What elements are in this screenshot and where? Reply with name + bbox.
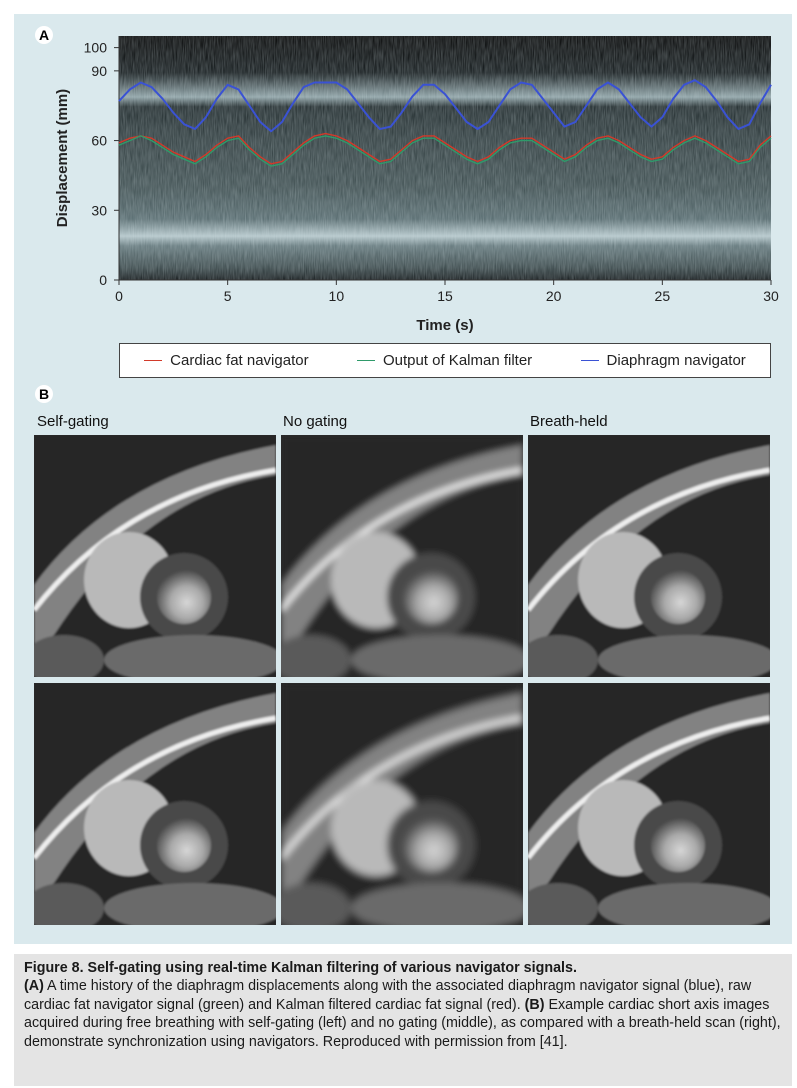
plot-background — [119, 36, 771, 280]
panel-a-label: A — [35, 26, 53, 44]
mri-image-self-gating-2 — [34, 683, 276, 925]
mri-picture — [281, 683, 523, 925]
column-label-no-gating: No gating — [283, 413, 348, 430]
mri-picture — [281, 435, 523, 677]
legend-item-cardiac-fat: Cardiac fat navigator — [144, 352, 309, 369]
legend-swatch-blue — [580, 360, 599, 361]
caption-b-text: Example cardiac short axis images acquir… — [24, 996, 781, 1050]
x-tick-label: 0 — [115, 288, 123, 304]
mri-picture — [34, 683, 276, 925]
caption-b-label: (B) — [524, 996, 545, 1013]
panel-b-label: B — [35, 385, 53, 403]
legend-item-diaphragm: Diaphragm navigator — [580, 352, 746, 369]
y-tick-label: 30 — [91, 202, 107, 218]
x-tick-label: 30 — [763, 288, 779, 304]
y-tick-label: 100 — [84, 40, 108, 56]
mri-image-no-gating-2 — [281, 683, 523, 925]
mri-image-breath-held-1 — [528, 435, 770, 677]
y-tick-label: 0 — [99, 272, 107, 288]
y-axis-title: Displacement (mm) — [54, 89, 71, 227]
y-tick-label: 60 — [91, 133, 107, 149]
legend-item-kalman: Output of Kalman filter — [356, 352, 533, 369]
chart-legend: Cardiac fat navigator Output of Kalman f… — [119, 343, 771, 378]
x-tick-label: 15 — [437, 288, 453, 304]
x-axis-title: Time (s) — [416, 317, 473, 334]
mri-picture — [34, 435, 276, 677]
x-tick-label: 20 — [546, 288, 562, 304]
x-tick-label: 10 — [329, 288, 345, 304]
mri-picture — [528, 683, 770, 925]
caption-title: Figure 8. Self-gating using real-time Ka… — [24, 960, 577, 976]
mmode-texture — [119, 36, 771, 280]
figure-caption: Figure 8. Self-gating using real-time Ka… — [14, 954, 792, 1086]
mri-image-self-gating-1 — [34, 435, 276, 677]
x-tick-label: 25 — [655, 288, 671, 304]
chart-axes: 0 5 10 15 20 25 30 0 30 60 90 100 Time (s) Displaceme… — [54, 36, 779, 334]
caption-a-label: (A) — [24, 978, 44, 995]
legend-swatch-red — [144, 360, 163, 361]
column-label-self-gating: Self-gating — [37, 413, 109, 430]
legend-label: Output of Kalman filter — [382, 352, 533, 369]
legend-label: Diaphragm navigator — [606, 352, 746, 369]
x-tick-label: 5 — [224, 288, 232, 304]
y-tick-label: 90 — [91, 63, 107, 79]
mri-image-breath-held-2 — [528, 683, 770, 925]
mri-image-no-gating-1 — [281, 435, 523, 677]
series-layer — [118, 79, 772, 167]
series-line-diaphragm-navigator — [118, 79, 772, 133]
legend-swatch-green — [356, 360, 375, 361]
series-line-output-of-kalman-filter — [118, 135, 772, 167]
caption-a-text: A time history of the diaphragm displace… — [24, 978, 752, 1013]
legend-label: Cardiac fat navigator — [170, 352, 309, 369]
series-line-cardiac-fat-navigator — [118, 132, 772, 165]
mri-picture — [528, 435, 770, 677]
column-label-breath-held: Breath-held — [530, 413, 608, 430]
